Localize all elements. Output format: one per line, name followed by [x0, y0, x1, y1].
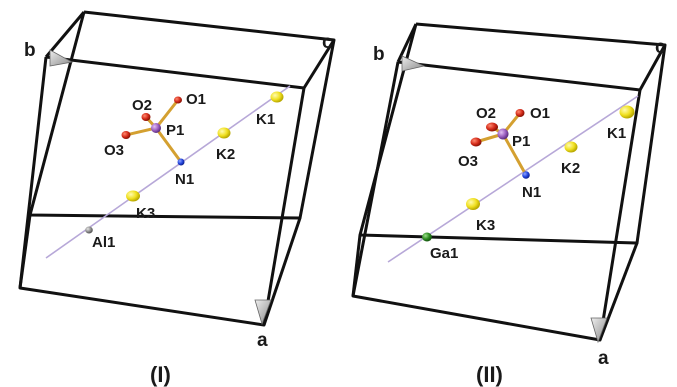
atom-K2-II: [564, 141, 578, 153]
axis-label-c-II: c: [655, 37, 666, 58]
axis-label-c-I: c: [322, 32, 333, 53]
atom-N1-II: [522, 171, 530, 179]
atom-metal-I: [85, 226, 93, 234]
unit-cell-II: [351, 22, 667, 342]
axis-label-a-II: a: [598, 348, 609, 369]
atom-label-O3-I: O3: [104, 142, 124, 159]
panel-caption-I: (I): [150, 362, 171, 387]
atom-O2-I: [141, 113, 151, 121]
atom-label-P1-I: P1: [166, 122, 184, 139]
atom-label-O2-I: O2: [132, 97, 152, 114]
panel-I: b c a O1 O2 P1 O3 N1 K1 K2 K3 Al1 (I): [18, 10, 336, 387]
atom-label-O2-II: O2: [476, 105, 496, 122]
atom-label-K2-II: K2: [561, 160, 580, 177]
atom-O2-II: [486, 122, 498, 132]
atom-label-O1-II: O1: [530, 105, 550, 122]
unit-cell-I: [18, 10, 336, 327]
atom-label-N1-I: N1: [175, 171, 194, 188]
atom-K3-I: [126, 190, 140, 202]
atom-K3-II: [466, 198, 480, 210]
atom-label-K1-I: K1: [256, 111, 275, 128]
atom-P1-II: [497, 128, 509, 140]
atom-O3-II: [470, 137, 482, 147]
a-axis-arrow-I: [254, 299, 272, 326]
panel-II: b c a O2 O1 P1 O3 N1 K1 K2 K3 Ga1 (II): [351, 22, 667, 387]
atom-label-metal-I: Al1: [92, 234, 115, 251]
atom-label-K2-I: K2: [216, 146, 235, 163]
axis-label-b-I: b: [24, 40, 36, 61]
atom-label-K3-I: K3: [136, 205, 155, 222]
atom-O3-I: [121, 131, 131, 139]
axis-label-a-I: a: [257, 330, 268, 351]
b-axis-arrow-I: [49, 49, 74, 67]
atom-label-K3-II: K3: [476, 217, 495, 234]
atom-O1-I: [174, 96, 182, 104]
atom-K2-I: [217, 127, 231, 139]
atom-K1-I: [270, 91, 284, 103]
atom-label-K1-II: K1: [607, 125, 626, 142]
atom-label-metal-II: Ga1: [430, 245, 458, 262]
atom-metal-II: [422, 232, 432, 242]
b-axis-arrow-II: [401, 55, 426, 72]
atom-label-O1-I: O1: [186, 91, 206, 108]
a-axis-arrow-II: [590, 317, 608, 344]
atom-P1-I: [151, 123, 161, 133]
atom-K1-II: [619, 105, 635, 119]
atom-label-P1-II: P1: [512, 133, 530, 150]
axis-label-b-II: b: [373, 44, 385, 65]
atom-N1-I: [177, 158, 185, 166]
atom-O1-II: [515, 109, 525, 117]
atom-label-O3-II: O3: [458, 153, 478, 170]
panel-caption-II: (II): [476, 362, 503, 387]
atom-label-N1-II: N1: [522, 184, 541, 201]
